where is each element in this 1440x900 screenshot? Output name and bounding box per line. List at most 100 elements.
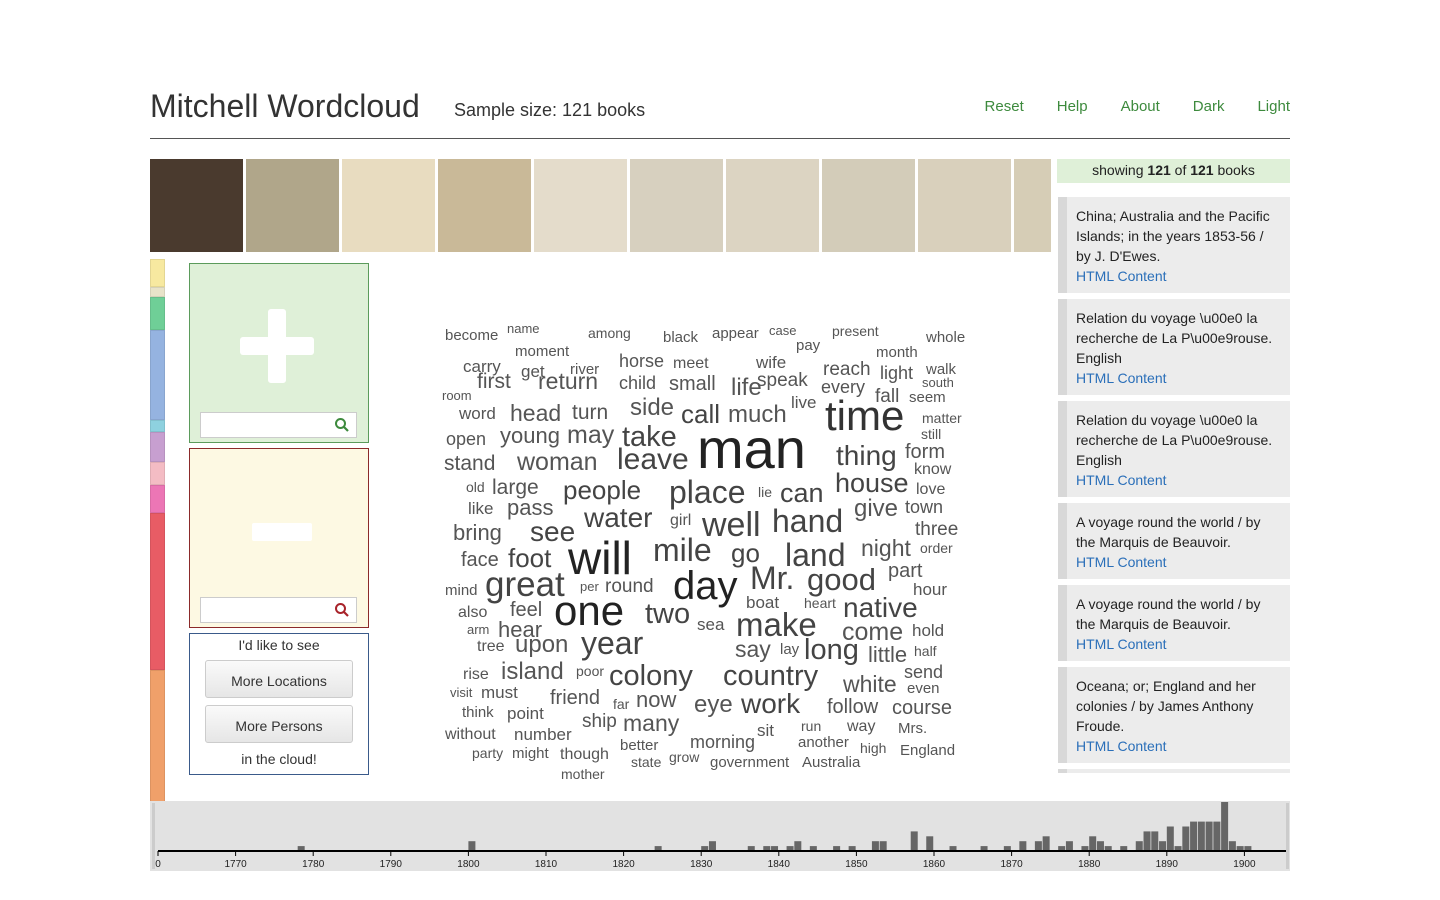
nav-dark[interactable]: Dark xyxy=(1192,98,1225,115)
cloud-word[interactable]: moment xyxy=(515,343,570,360)
cloud-word[interactable]: night xyxy=(861,535,911,561)
cloud-word[interactable]: word xyxy=(459,404,496,423)
cloud-word[interactable]: might xyxy=(512,745,549,762)
cloud-word[interactable]: tree xyxy=(477,638,505,655)
timeline-chart[interactable]: 0 1770 1780 1790 1800 1810 1820 1830 1840 1850 186… xyxy=(150,801,1290,871)
cloud-word[interactable]: party xyxy=(472,745,504,761)
cloud-word[interactable]: young xyxy=(500,423,560,448)
cloud-word[interactable]: wife xyxy=(756,353,787,372)
nav-about[interactable]: About xyxy=(1120,98,1160,115)
timeline-bar[interactable] xyxy=(949,846,957,851)
cloud-word[interactable]: great xyxy=(485,565,565,604)
cloud-word[interactable]: old xyxy=(466,479,485,495)
include-word-panel[interactable] xyxy=(189,263,369,443)
cloud-word[interactable]: child xyxy=(619,373,657,393)
book-thumbnail[interactable] xyxy=(246,159,339,252)
timeline-bar[interactable] xyxy=(848,846,856,851)
cloud-word[interactable]: leave xyxy=(617,443,689,476)
cloud-word[interactable]: like xyxy=(468,499,494,518)
cloud-word[interactable]: Australia xyxy=(802,754,861,771)
timeline-bar[interactable] xyxy=(1190,821,1198,851)
timeline-bar[interactable] xyxy=(1042,836,1050,851)
cloud-word[interactable]: another xyxy=(798,734,849,751)
timeline-bar[interactable] xyxy=(1096,841,1104,851)
cloud-word[interactable]: time xyxy=(825,392,905,439)
cloud-word[interactable]: every xyxy=(821,377,866,397)
cloud-word[interactable]: seem xyxy=(909,389,946,406)
cloud-word[interactable]: think xyxy=(462,704,494,721)
timeline-bar[interactable] xyxy=(926,836,934,851)
nav-help[interactable]: Help xyxy=(1056,98,1088,115)
timeline-bar[interactable] xyxy=(1003,846,1011,851)
cloud-word[interactable]: many xyxy=(623,710,680,736)
cloud-word[interactable]: turn xyxy=(572,401,609,424)
cloud-word[interactable]: upon xyxy=(515,631,569,658)
book-thumbnail[interactable] xyxy=(342,159,435,252)
cloud-word[interactable]: come xyxy=(842,618,904,646)
cloud-word[interactable]: hour xyxy=(913,580,948,599)
category-color-segment[interactable] xyxy=(150,297,165,330)
cloud-word[interactable]: much xyxy=(728,401,787,428)
timeline-bar[interactable] xyxy=(1120,846,1128,851)
cloud-word[interactable]: half xyxy=(914,643,937,659)
html-content-link[interactable]: HTML Content xyxy=(1076,554,1167,570)
cloud-word[interactable]: day xyxy=(673,564,738,608)
cloud-word[interactable]: must xyxy=(481,683,518,702)
book-thumbnail[interactable] xyxy=(918,159,1011,252)
timeline-bar[interactable] xyxy=(1089,836,1097,851)
timeline-bar[interactable] xyxy=(1019,841,1027,851)
cloud-word[interactable]: state xyxy=(631,754,662,770)
category-color-segment[interactable] xyxy=(150,287,165,297)
cloud-word[interactable]: return xyxy=(538,368,599,394)
cloud-word[interactable]: go xyxy=(731,538,760,568)
cloud-word[interactable]: may xyxy=(567,421,615,449)
cloud-word[interactable]: reach xyxy=(823,359,871,380)
cloud-word[interactable]: water xyxy=(584,502,653,533)
cloud-word[interactable]: pass xyxy=(507,495,554,520)
cloud-word[interactable]: pay xyxy=(796,337,821,354)
cloud-word[interactable]: good xyxy=(807,562,876,597)
cloud-word[interactable]: carry xyxy=(463,357,501,376)
cloud-word[interactable]: whole xyxy=(926,329,966,346)
cloud-word[interactable]: eye xyxy=(694,691,733,718)
timeline-bar[interactable] xyxy=(1143,831,1151,851)
html-content-link[interactable]: HTML Content xyxy=(1076,738,1167,754)
book-thumbnail[interactable] xyxy=(1014,159,1051,252)
cloud-word[interactable]: way xyxy=(847,718,876,735)
timeline-brush-handle[interactable] xyxy=(152,803,155,869)
cloud-word[interactable]: now xyxy=(636,687,677,712)
cloud-word[interactable]: mind xyxy=(445,582,478,599)
timeline-bar[interactable] xyxy=(1034,841,1042,851)
cloud-word[interactable]: side xyxy=(630,394,675,421)
timeline-bar[interactable] xyxy=(871,841,879,851)
exclude-word-panel[interactable] xyxy=(189,448,369,628)
cloud-word[interactable]: become xyxy=(445,327,499,344)
cloud-word[interactable]: matter xyxy=(922,410,962,426)
timeline-bar[interactable] xyxy=(1058,846,1066,851)
timeline-bar[interactable] xyxy=(708,841,716,851)
cloud-word[interactable]: river xyxy=(570,361,600,378)
cloud-word[interactable]: thing xyxy=(836,440,897,471)
cloud-word[interactable]: island xyxy=(501,658,564,685)
cloud-word[interactable]: government xyxy=(710,754,790,771)
category-color-segment[interactable] xyxy=(150,420,165,432)
cloud-word[interactable]: month xyxy=(876,344,918,361)
cloud-word[interactable]: large xyxy=(492,476,539,499)
cloud-word[interactable]: still xyxy=(921,426,942,442)
timeline-bar[interactable] xyxy=(1213,821,1221,851)
timeline-bar[interactable] xyxy=(786,846,794,851)
timeline-bar[interactable] xyxy=(297,846,305,851)
cloud-word[interactable]: lay xyxy=(780,641,800,658)
cloud-word[interactable]: live xyxy=(791,393,817,412)
cloud-word[interactable]: girl xyxy=(670,512,692,529)
cloud-word[interactable]: long xyxy=(804,634,859,666)
timeline-bar[interactable] xyxy=(794,841,802,851)
cloud-word[interactable]: course xyxy=(892,697,953,719)
cloud-word[interactable]: work xyxy=(741,688,801,719)
cloud-word[interactable]: house xyxy=(835,468,909,498)
cloud-word[interactable]: England xyxy=(900,742,956,759)
cloud-word[interactable]: without xyxy=(445,726,496,743)
timeline-bar[interactable] xyxy=(1221,802,1229,851)
timeline-bar[interactable] xyxy=(1104,846,1112,851)
cloud-word[interactable]: poor xyxy=(576,663,605,679)
